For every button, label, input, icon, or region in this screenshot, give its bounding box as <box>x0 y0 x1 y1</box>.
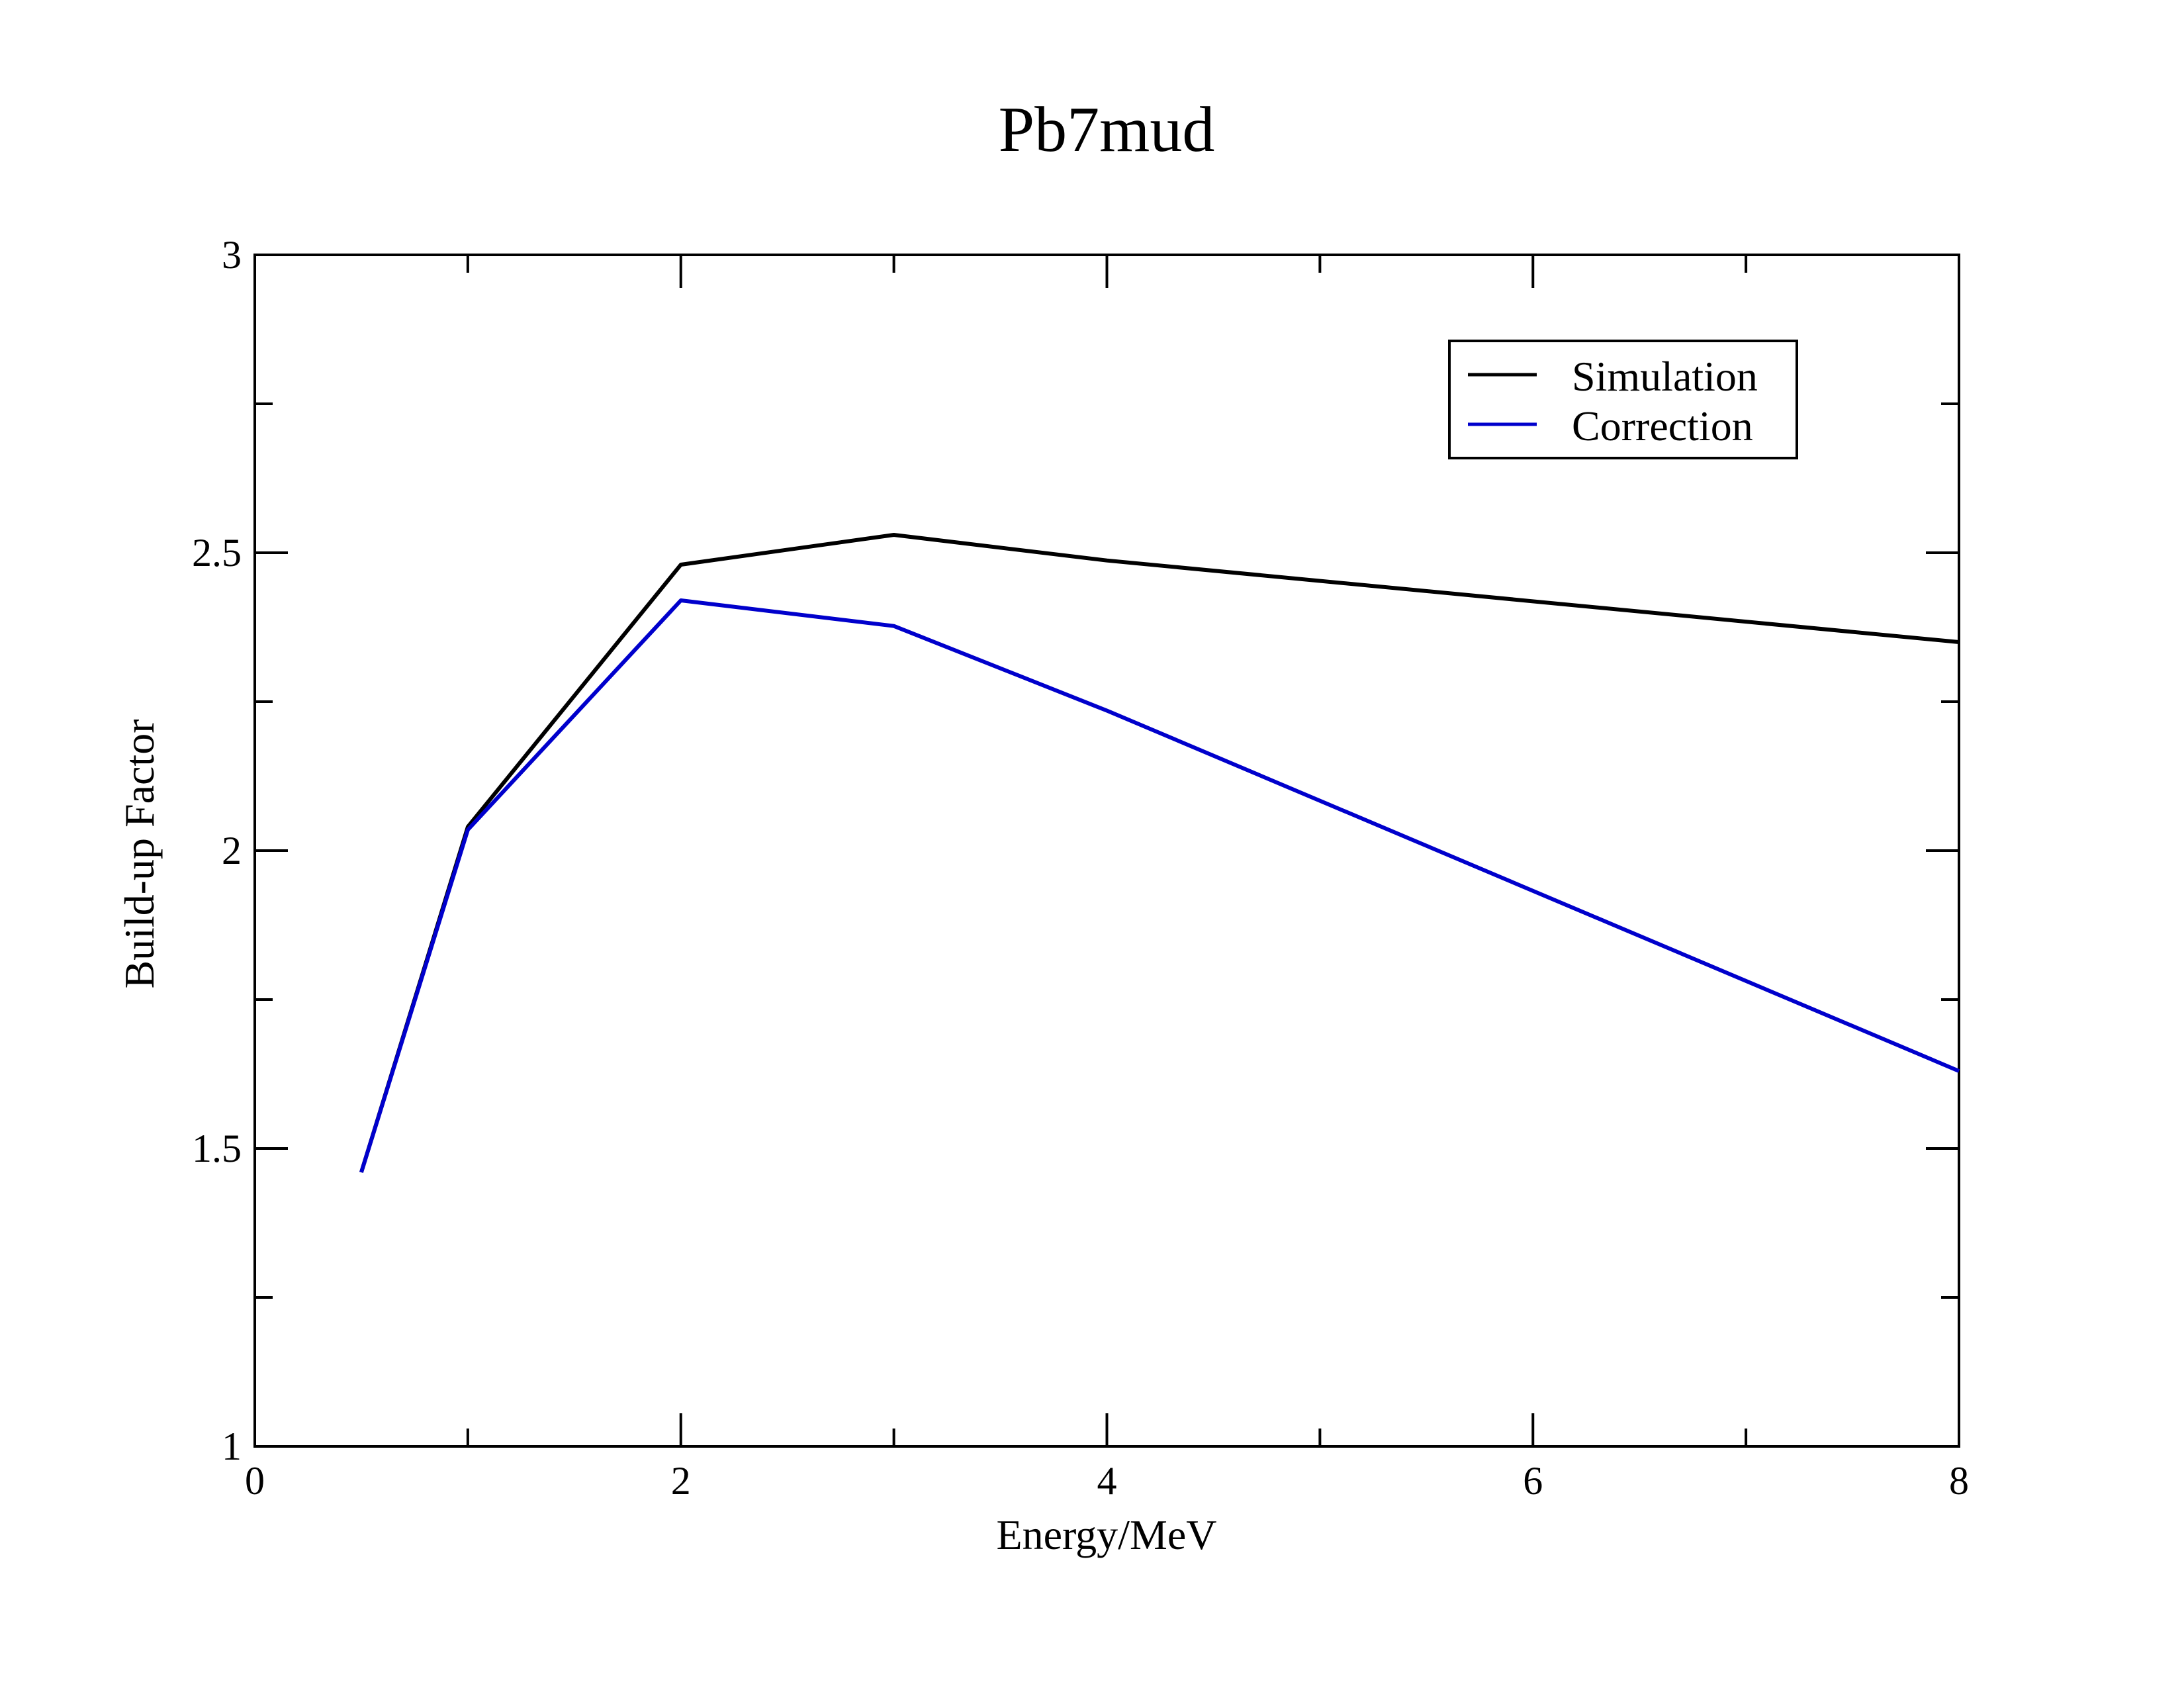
x-tick-label: 8 <box>1949 1459 1969 1503</box>
y-tick-label: 1.5 <box>192 1127 242 1170</box>
y-tick-label: 3 <box>222 233 242 277</box>
legend-box <box>1448 340 1798 459</box>
y-tick-label: 1 <box>222 1425 242 1468</box>
series-line-correction <box>359 598 1960 1173</box>
x-tick-label: 2 <box>671 1459 691 1503</box>
x-tick-label: 0 <box>245 1459 265 1503</box>
chart-title: Pb7mud <box>999 94 1215 165</box>
series-layer <box>359 533 1960 1173</box>
y-tick-label: 2 <box>222 829 242 872</box>
x-axis-label: Energy/MeV <box>997 1511 1217 1558</box>
legend: Simulation Correction <box>1448 340 1798 459</box>
legend-label-simulation: Simulation <box>1572 353 1758 400</box>
y-axis-label: Build-up Factor <box>116 719 163 988</box>
y-tick-label: 2.5 <box>192 531 242 575</box>
legend-label-correction: Correction <box>1572 402 1753 449</box>
axis-ticks: 0 2 4 6 8 1 1.5 2 2.5 3 <box>192 233 1969 1503</box>
x-tick-label: 4 <box>1097 1459 1117 1503</box>
x-tick-label: 6 <box>1523 1459 1543 1503</box>
series-line-simulation <box>359 533 1960 1173</box>
